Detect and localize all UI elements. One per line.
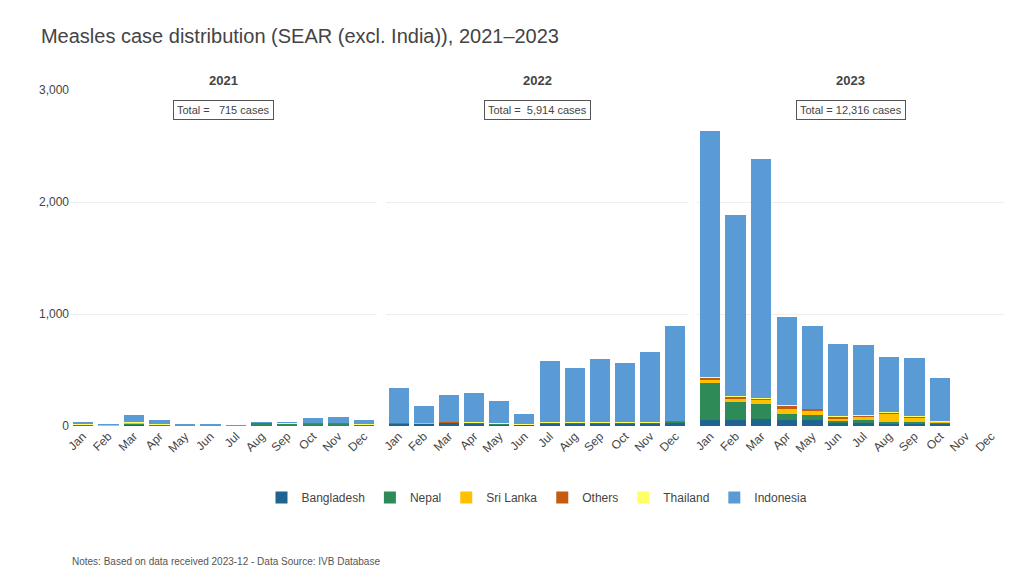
svg-text:2023: 2023	[836, 73, 865, 88]
svg-text:1,000: 1,000	[39, 307, 69, 321]
svg-text:Sep: Sep	[581, 429, 606, 454]
svg-text:Measles case distribution (SEA: Measles case distribution (SEAR (excl. I…	[41, 25, 559, 47]
svg-text:May: May	[480, 429, 506, 455]
svg-text:Jul: Jul	[535, 429, 556, 450]
svg-text:Oct: Oct	[296, 429, 320, 453]
svg-text:Indonesia: Indonesia	[754, 491, 806, 505]
svg-text:2022: 2022	[523, 73, 552, 88]
svg-text:Jul: Jul	[849, 429, 870, 450]
svg-text:2,000: 2,000	[39, 195, 69, 209]
svg-text:Sep: Sep	[896, 429, 921, 454]
svg-text:Aug: Aug	[243, 429, 268, 454]
svg-text:Dec: Dec	[345, 429, 370, 454]
svg-text:Nov: Nov	[947, 429, 972, 454]
svg-text:Oct: Oct	[923, 429, 947, 453]
svg-text:Oct: Oct	[608, 429, 632, 453]
svg-text:Jun: Jun	[821, 429, 845, 453]
svg-text:Mar: Mar	[116, 429, 141, 454]
svg-text:Jun: Jun	[193, 429, 217, 453]
svg-text:Jan: Jan	[381, 429, 405, 453]
svg-text:Apr: Apr	[457, 429, 480, 452]
svg-text:May: May	[165, 429, 191, 455]
svg-text:Nov: Nov	[320, 429, 345, 454]
svg-text:Others: Others	[582, 491, 618, 505]
svg-text:Mar: Mar	[743, 429, 768, 454]
svg-text:Apr: Apr	[143, 429, 166, 452]
svg-text:Mar: Mar	[431, 429, 456, 454]
svg-text:Jan: Jan	[66, 429, 90, 453]
svg-text:Total = 715 cases: Total = 715 cases	[177, 104, 270, 116]
svg-text:Nepal: Nepal	[410, 491, 441, 505]
svg-text:3,000: 3,000	[39, 83, 69, 97]
svg-text:May: May	[793, 429, 819, 455]
svg-text:Dec: Dec	[657, 429, 682, 454]
svg-text:2021: 2021	[209, 73, 238, 88]
svg-text:Feb: Feb	[90, 429, 115, 454]
svg-text:Total = 5,914 cases: Total = 5,914 cases	[488, 104, 587, 116]
svg-text:Sri Lanka: Sri Lanka	[486, 491, 537, 505]
svg-text:Jan: Jan	[693, 429, 717, 453]
svg-text:Apr: Apr	[770, 429, 793, 452]
svg-text:Dec: Dec	[973, 429, 998, 454]
svg-text:Aug: Aug	[870, 429, 895, 454]
svg-text:Feb: Feb	[718, 429, 743, 454]
svg-text:Nov: Nov	[632, 429, 657, 454]
svg-text:Bangladesh: Bangladesh	[302, 491, 365, 505]
svg-text:0: 0	[62, 419, 69, 433]
svg-text:Jul: Jul	[222, 429, 243, 450]
svg-text:Feb: Feb	[406, 429, 431, 454]
svg-text:Jun: Jun	[507, 429, 531, 453]
svg-text:Total = 12,316 cases: Total = 12,316 cases	[800, 104, 902, 116]
svg-text:Aug: Aug	[556, 429, 581, 454]
svg-text:Notes: Based on data received: Notes: Based on data received 2023-12 - …	[72, 556, 380, 567]
svg-text:Thailand: Thailand	[663, 491, 709, 505]
svg-text:Sep: Sep	[269, 429, 294, 454]
